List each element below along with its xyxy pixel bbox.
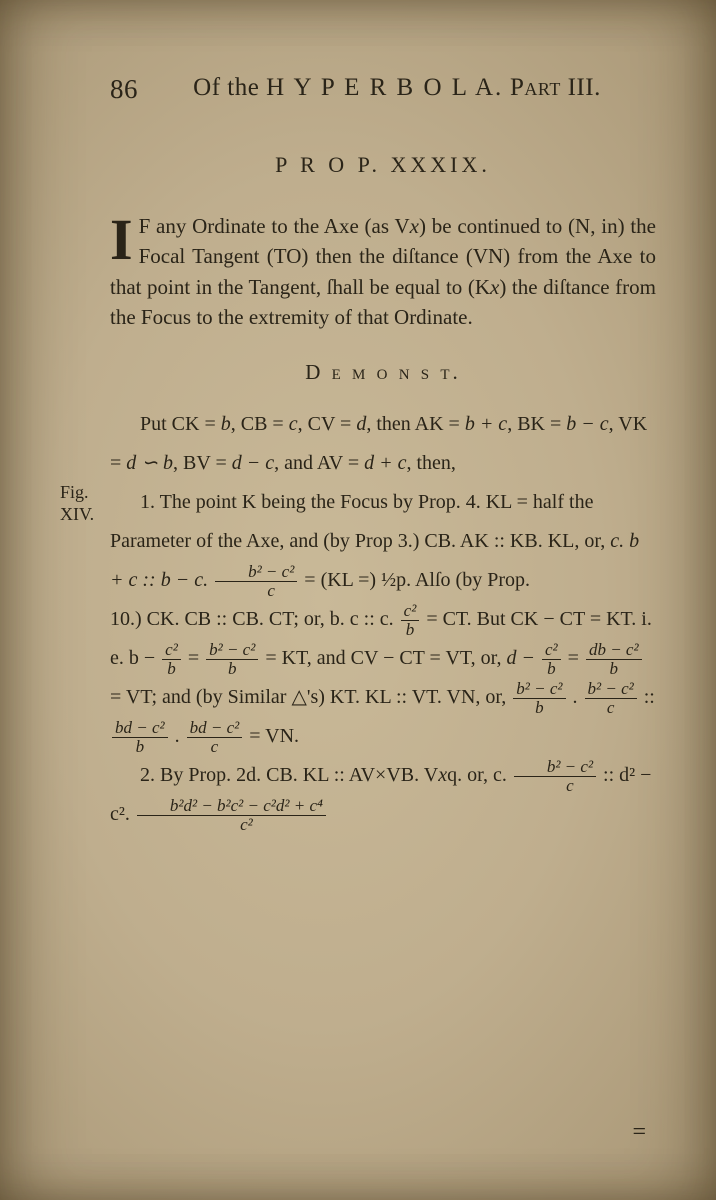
dropcap: I [110,215,133,264]
header-title: Of the H Y P E R B O L A. Part III. [138,70,656,109]
running-header: 86 Of the H Y P E R B O L A. Part III. [110,70,656,109]
page-number: 86 [110,70,138,109]
fraction: b² − c² c [215,563,297,600]
fraction: b² − c² c [514,758,596,795]
fraction: db − c² b [586,641,642,678]
fraction: b²d² − b²c² − c²d² + c⁴ c² [137,797,326,834]
fraction: c² b [401,602,420,639]
prop-heading: P R O P. XXXIX. [110,149,656,181]
fraction: c² b [162,641,181,678]
demonstration-body: Put CK = b, CB = c, CV = d, then AK = b … [110,405,656,834]
fraction: bd − c² c [187,719,243,756]
fraction: b² − c² b [513,680,565,717]
fraction: c² b [542,641,561,678]
fraction: b² − c² c [585,680,637,717]
demonst-label: D e m o n s t. [110,357,656,387]
proposition-statement: I F any Ordinate to the Axe (as Vx) be c… [110,211,656,333]
margin-figure-note: Fig. XIV. [60,482,108,525]
catchword: = [632,1115,646,1150]
fraction: bd − c² b [112,719,168,756]
fraction: b² − c² b [206,641,258,678]
